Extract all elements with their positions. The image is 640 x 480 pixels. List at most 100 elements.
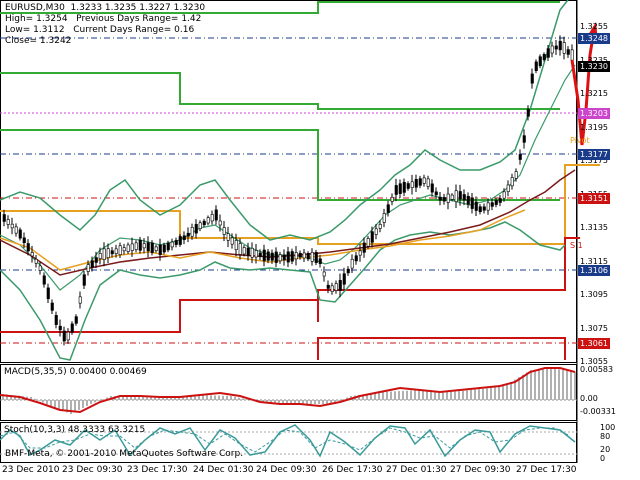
macd-bar <box>318 400 320 404</box>
candle-body <box>206 217 210 224</box>
candle-body <box>134 242 138 250</box>
candle-body <box>462 194 466 201</box>
macd-bar <box>410 390 412 400</box>
candle-body <box>46 287 50 300</box>
price-axis-label: 1.3095 <box>580 290 608 299</box>
macd-bar <box>50 400 52 406</box>
macd-bar <box>162 397 164 400</box>
price-axis-label: 1.3255 <box>580 22 608 31</box>
macd-bar <box>242 398 244 400</box>
candle-body <box>138 239 142 251</box>
candle-body <box>238 243 242 255</box>
candle-body <box>230 237 234 245</box>
macd-bar <box>378 392 380 400</box>
macd-bar <box>74 400 76 412</box>
macd-bar <box>226 395 228 400</box>
macd-bar <box>486 388 488 400</box>
macd-bar <box>430 390 432 400</box>
macd-bar <box>150 397 152 400</box>
low-value: Low= 1.3112 <box>5 25 65 35</box>
candle-body <box>274 251 278 263</box>
price-axis-label: 1.3235 <box>580 55 608 65</box>
macd-bar <box>174 397 176 400</box>
price-axis-label: 1.3215 <box>580 89 608 98</box>
candle-body <box>102 248 106 260</box>
stoch-main-line <box>0 424 576 458</box>
macd-bar <box>450 392 452 400</box>
macd-bar <box>534 369 536 400</box>
macd-bar <box>414 390 416 400</box>
candle-body <box>162 244 166 253</box>
macd-bar <box>346 397 348 400</box>
candle-body <box>326 284 330 289</box>
candle-body <box>178 236 182 245</box>
candle-body <box>454 190 458 203</box>
macd-bar <box>438 391 440 400</box>
macd-bar <box>422 390 424 400</box>
macd-bar <box>574 371 576 400</box>
candle-body <box>270 252 274 261</box>
candle-body <box>94 257 98 263</box>
macd-bar <box>462 390 464 400</box>
candle-body <box>562 42 566 54</box>
macd-bar <box>530 370 532 400</box>
candle-body <box>330 285 334 292</box>
candle-body <box>506 184 510 192</box>
curr-range: Current Days Range= 0.16 <box>73 25 195 35</box>
candle-body <box>198 222 202 229</box>
candle-body <box>54 315 58 325</box>
candle-body <box>342 273 346 285</box>
macd-bar <box>146 397 148 400</box>
macd-bar <box>546 368 548 400</box>
candle-body <box>438 196 442 201</box>
candle-body <box>62 330 66 342</box>
price-tag: 1.3203 <box>578 108 610 119</box>
macd-bar <box>562 369 564 400</box>
candle-body <box>82 274 86 286</box>
s1-step-line <box>0 237 580 333</box>
candle-body <box>450 194 454 200</box>
macd-bar <box>70 400 72 414</box>
macd-bar <box>490 388 492 400</box>
prev-range: Previous Days Range= 1.42 <box>76 14 202 24</box>
candle-body <box>214 209 218 221</box>
candle-body <box>542 54 546 60</box>
macd-bar <box>322 400 324 404</box>
macd-bar <box>118 396 120 400</box>
price-tag: 1.3177 <box>578 149 610 160</box>
macd-bar <box>54 400 56 408</box>
candle-body <box>150 242 154 253</box>
macd-bar <box>366 393 368 400</box>
candle-body <box>406 183 410 189</box>
macd-bar <box>230 396 232 400</box>
candle-body <box>394 185 398 195</box>
candle-body <box>518 154 522 160</box>
candle-body <box>282 254 286 261</box>
time-axis-label: 23 Dec 2010 <box>2 465 60 475</box>
macd-bar <box>466 390 468 400</box>
macd-bar <box>86 400 88 406</box>
pivot-label: Pivot <box>570 136 590 145</box>
macd-bar <box>274 400 276 403</box>
candle-body <box>142 243 146 249</box>
price-tag: 1.3151 <box>578 193 610 204</box>
candle-body <box>6 219 10 225</box>
macd-bar <box>178 397 180 400</box>
candle-body <box>246 247 250 256</box>
time-axis-label: 23 Dec 17:30 <box>127 465 188 475</box>
macd-bar <box>130 396 132 400</box>
macd-bar <box>326 400 328 404</box>
macd-bar <box>418 390 420 400</box>
candle-body <box>370 231 374 243</box>
candle-body <box>2 214 6 222</box>
price-tag: 1.3230 <box>578 61 610 72</box>
macd-bar <box>58 400 60 410</box>
candle-body <box>10 223 14 229</box>
candle-body <box>386 204 390 213</box>
macd-bar <box>66 400 68 413</box>
macd-bar <box>442 391 444 400</box>
candle-body <box>222 227 226 235</box>
candle-body <box>174 240 178 245</box>
